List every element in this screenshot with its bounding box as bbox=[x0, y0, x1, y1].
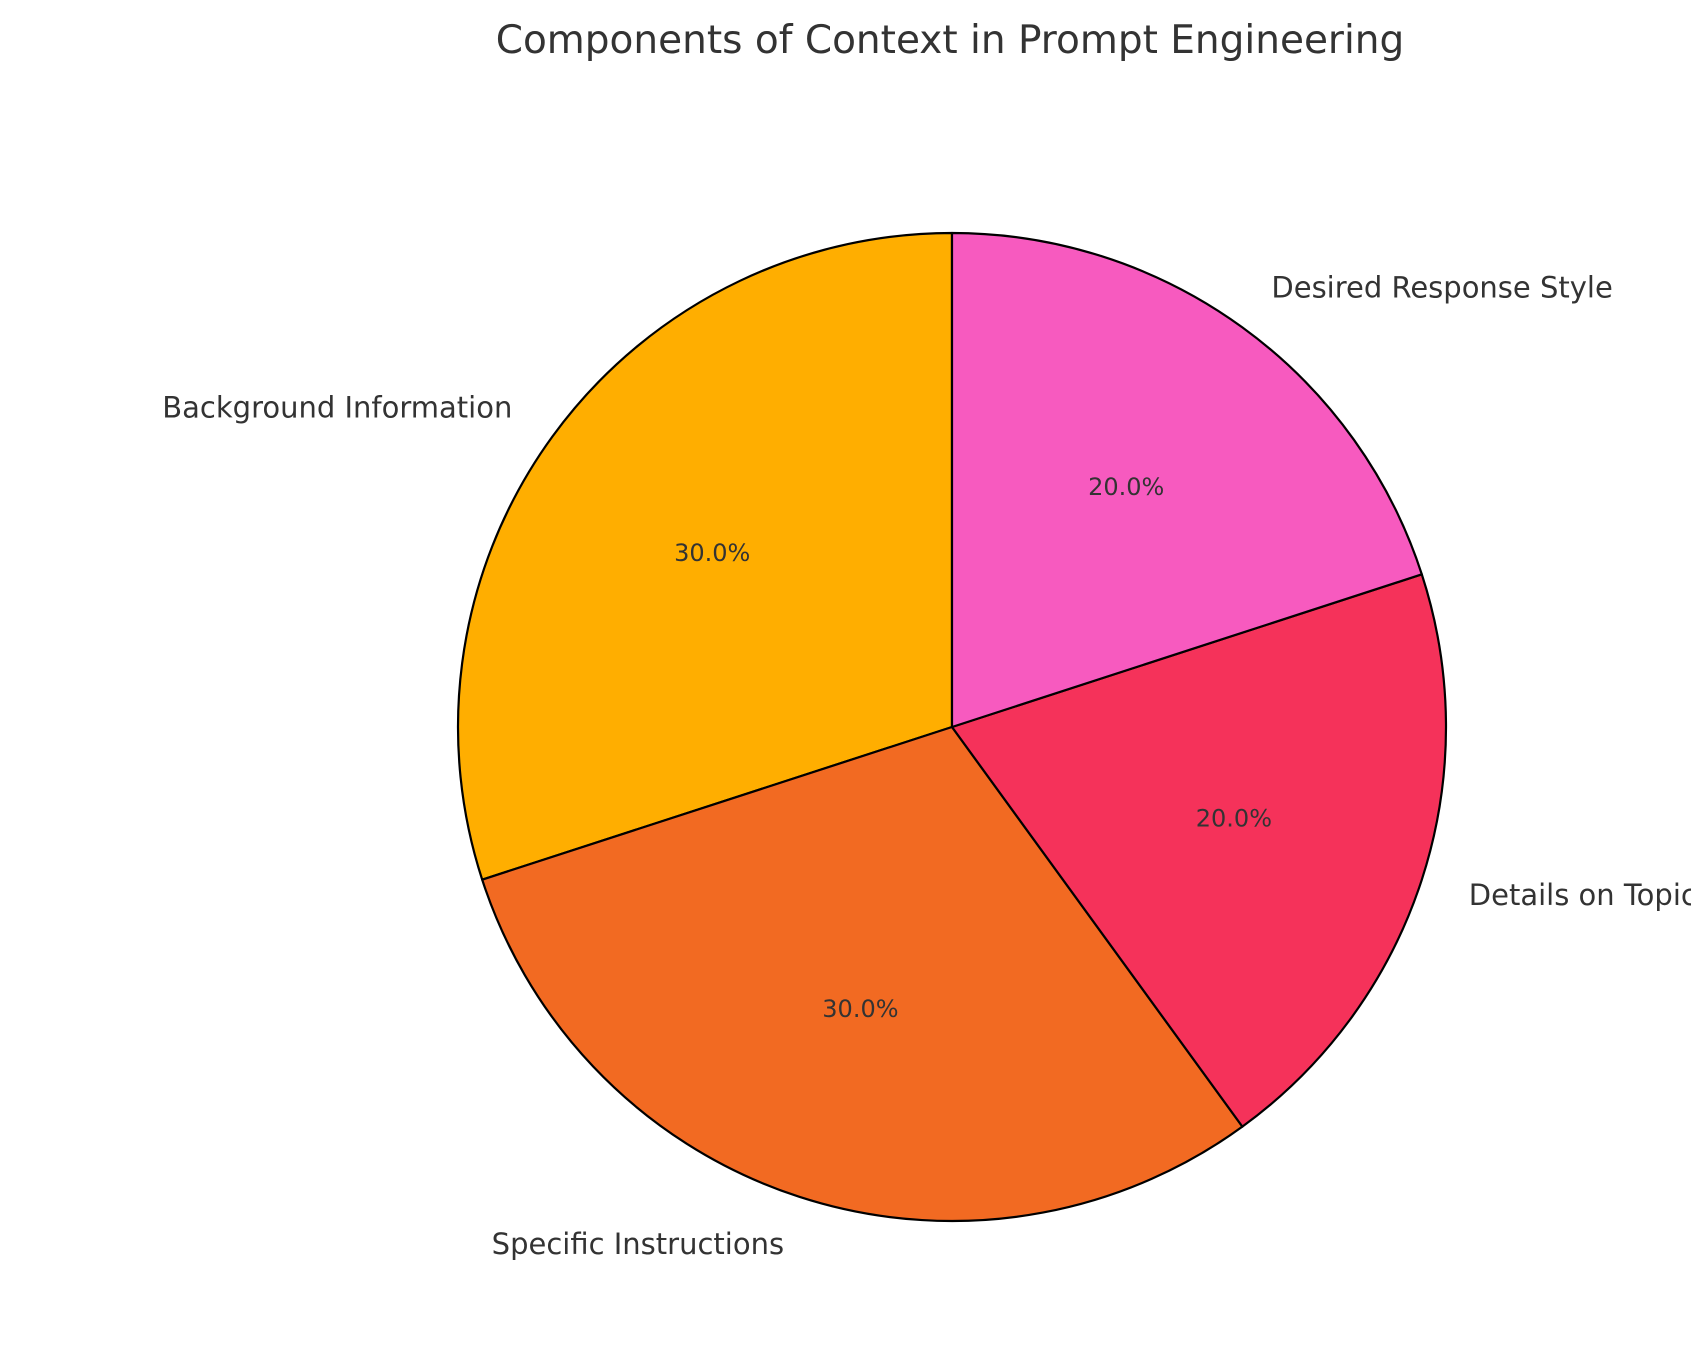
pie-labels: 30.0% Background Information 30.0% Specific… bbox=[162, 270, 1691, 1260]
pie-slice-background-information bbox=[456, 231, 954, 881]
pie-slice-details-on-topic bbox=[950, 573, 1448, 1128]
pie-slice-desired-response-style bbox=[950, 231, 1423, 729]
slice-label-desired-response-style: Desired Response Style bbox=[1271, 270, 1612, 304]
pct-label-details-on-topic: 20.0% bbox=[1196, 805, 1272, 833]
slice-label-background-information: Background Information bbox=[162, 391, 512, 425]
pct-label-desired-response-style: 20.0% bbox=[1088, 473, 1164, 501]
slice-label-specific-instructions: Specific Instructions bbox=[492, 1227, 784, 1261]
pct-label-specific-instructions: 30.0% bbox=[822, 995, 898, 1023]
pct-label-background-information: 30.0% bbox=[674, 539, 750, 567]
pie-slice-specific-instructions bbox=[481, 725, 1244, 1223]
slice-label-details-on-topic: Details on Topic bbox=[1469, 878, 1691, 912]
chart-title: Components of Context in Prompt Engineer… bbox=[496, 18, 1405, 63]
pie-slices bbox=[456, 231, 1448, 1223]
